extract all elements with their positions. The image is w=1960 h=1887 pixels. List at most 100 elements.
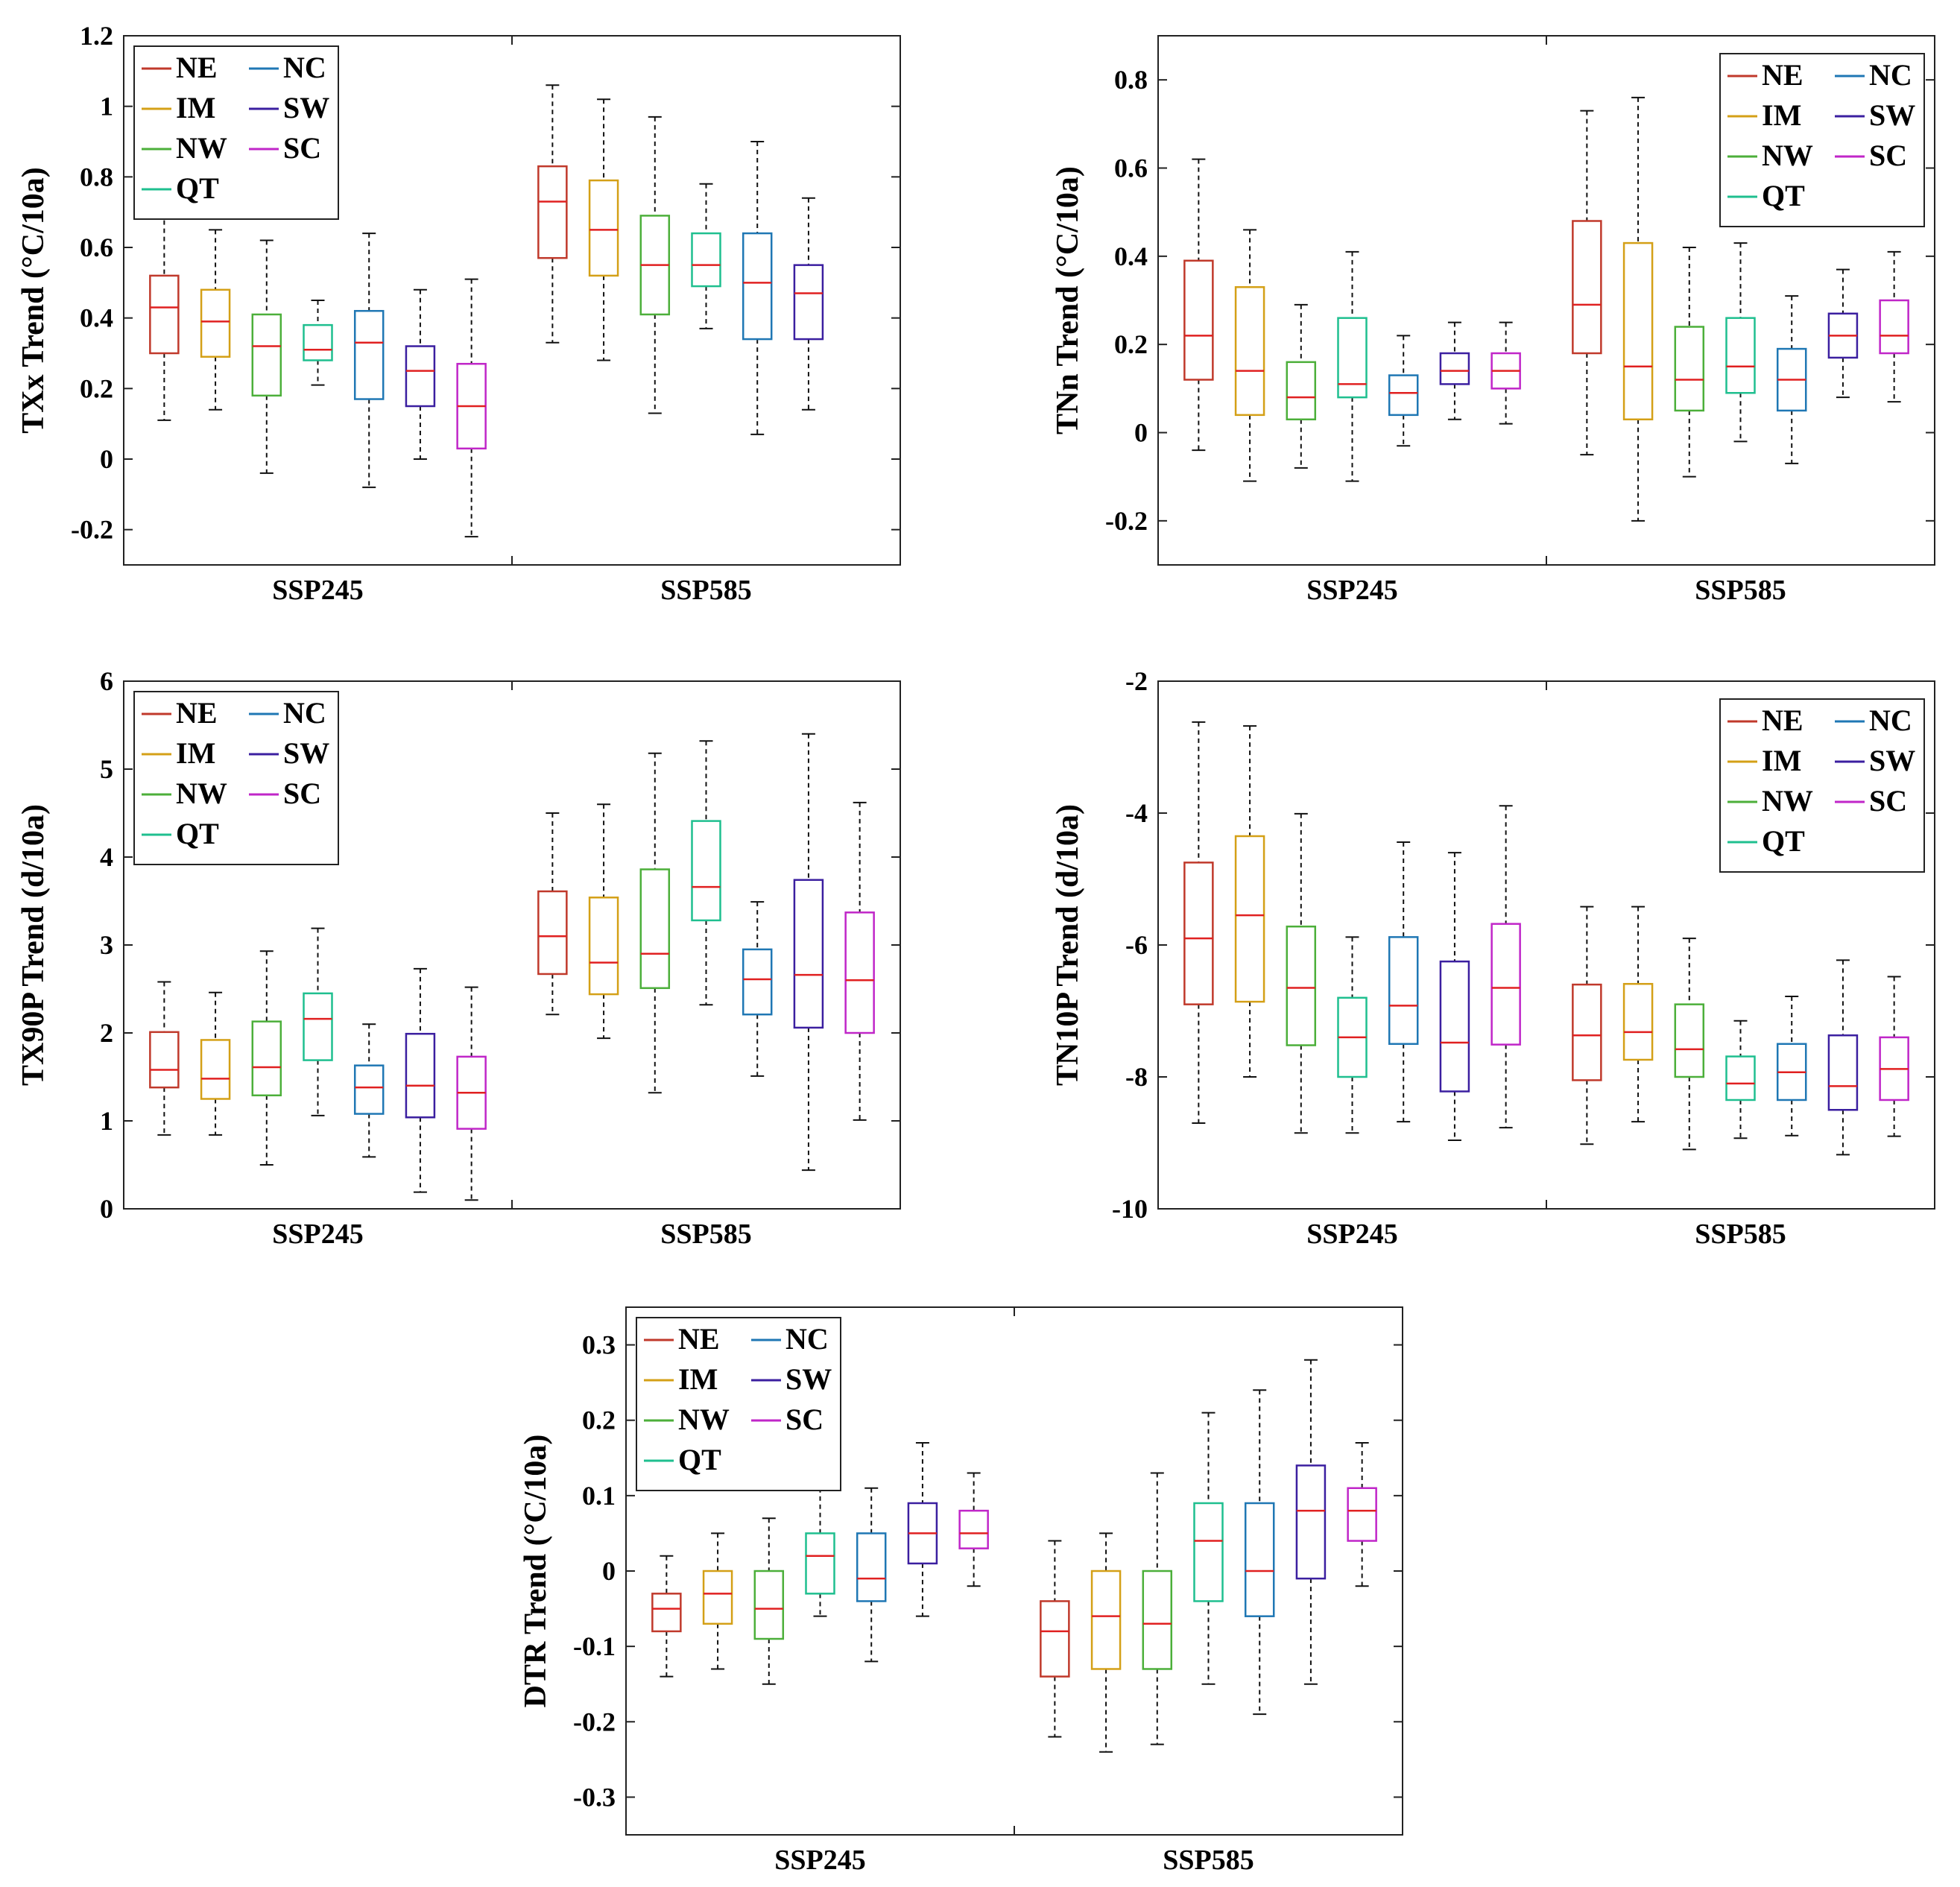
box-sc [844, 801, 875, 1121]
legend-label-im: IM [176, 736, 215, 770]
y-tick-label: -0.2 [71, 515, 113, 545]
iqr-box [405, 1032, 436, 1119]
legend: NE NC IM SW NW SC QT [1719, 698, 1925, 873]
iqr-box [303, 992, 333, 1061]
panel-dtr: -0.3 -0.2 -0.1 0 0.1 0.2 0.3 DTR Trend (°C/10a)… [519, 1306, 1403, 1876]
box-nc [1776, 295, 1807, 464]
legend-label-ne: NE [678, 1322, 720, 1356]
box-nw [753, 1517, 785, 1685]
iqr-box [702, 1570, 733, 1625]
box-im [1090, 1532, 1122, 1753]
iqr-box [856, 1532, 887, 1602]
box-ne [537, 84, 568, 344]
iqr-box [639, 868, 671, 990]
iqr-box [793, 264, 824, 341]
legend-label-sc: SC [283, 777, 321, 810]
x-group-label: SSP245 [1306, 575, 1397, 606]
box-sw [793, 733, 824, 1172]
box-sw [1439, 852, 1470, 1141]
box-ne [537, 812, 568, 1016]
box-nw [1674, 938, 1705, 1151]
x-group-label: SSP585 [1163, 1845, 1254, 1876]
legend-label-qt: QT [678, 1443, 721, 1476]
y-tick-label: 0.6 [1114, 154, 1148, 183]
iqr-box [1674, 326, 1705, 412]
y-tick-label: -10 [1112, 1194, 1148, 1224]
box-ne [1572, 905, 1602, 1145]
legend-label-sc: SC [283, 131, 321, 165]
legend-label-ne: NE [176, 51, 218, 84]
y-tick-label: 0.4 [80, 303, 113, 333]
box-sc [1879, 976, 1909, 1137]
iqr-box [149, 274, 180, 355]
legend-label-nc: NC [1869, 58, 1912, 92]
iqr-box [537, 165, 568, 259]
box-sw [1439, 321, 1470, 420]
iqr-box [1622, 241, 1654, 421]
legend-label-ne: NE [1762, 58, 1803, 92]
box-qt [303, 927, 333, 1116]
iqr-box [742, 948, 773, 1016]
y-tick-label: -0.2 [1105, 506, 1148, 536]
box-qt [805, 1487, 835, 1617]
y-tick-label: 5 [100, 754, 113, 784]
iqr-box [1879, 299, 1909, 355]
y-tick-label: 0 [100, 1194, 113, 1224]
box-nc [353, 233, 385, 488]
y-tick-label: -2 [1125, 666, 1148, 696]
box-im [1234, 229, 1265, 482]
iqr-box [1234, 286, 1265, 417]
legend-label-nw: NW [176, 777, 227, 810]
panel-tn10p: -10 -8 -6 -4 -2 TN10P Trend (d/10a) SSP245 SSP5… [1051, 666, 1935, 1250]
iqr-box [1040, 1600, 1070, 1678]
x-group-label: SSP245 [1306, 1219, 1397, 1250]
box-sw [1827, 268, 1859, 399]
x-group-label: SSP585 [660, 1219, 751, 1250]
box-im [200, 229, 231, 411]
iqr-box [1827, 1034, 1859, 1111]
x-group-label: SSP585 [1695, 575, 1786, 606]
box-im [1234, 725, 1265, 1078]
iqr-box [753, 1570, 785, 1640]
iqr-box [1295, 1464, 1327, 1580]
x-group-label: SSP245 [272, 1219, 363, 1250]
y-tick-label: 0.1 [582, 1481, 616, 1511]
box-ne [1183, 721, 1214, 1124]
iqr-box [691, 232, 721, 288]
box-nc [1244, 1389, 1275, 1716]
box-ne [651, 1555, 682, 1678]
legend-label-sw: SW [1869, 744, 1915, 777]
iqr-box [1090, 1570, 1122, 1670]
iqr-box [200, 1039, 231, 1100]
box-ne [149, 211, 180, 421]
iqr-box [1142, 1570, 1173, 1670]
box-nc [1776, 996, 1807, 1137]
box-sc [958, 1472, 989, 1587]
iqr-box [1439, 352, 1470, 385]
box-im [588, 803, 619, 1040]
x-group-label: SSP585 [1695, 1219, 1786, 1250]
iqr-box [1572, 983, 1602, 1081]
iqr-box [251, 1020, 282, 1097]
y-tick-label: 1.2 [80, 21, 113, 51]
iqr-box [742, 232, 773, 341]
box-nw [251, 239, 282, 474]
y-tick-label: 0 [100, 444, 113, 474]
iqr-box [1572, 220, 1602, 355]
x-group-label: SSP245 [272, 575, 363, 606]
iqr-box [1183, 259, 1214, 381]
box-nw [1286, 303, 1317, 469]
legend-label-nw: NW [1762, 784, 1813, 818]
panel-tx90p: 0 1 2 3 4 5 6 TX90P Trend (d/10a) SSP245 SSP585 NE… [16, 666, 901, 1250]
box-sc [456, 986, 487, 1201]
legend-label-qt: QT [1762, 179, 1805, 212]
box-sc [1879, 250, 1909, 403]
iqr-box [353, 309, 385, 400]
box-nw [1286, 812, 1317, 1134]
legend-label-nw: NW [176, 131, 227, 165]
box-sc [1490, 321, 1521, 425]
box-sw [405, 967, 436, 1193]
y-tick-label: 1 [100, 92, 113, 121]
legend-label-qt: QT [176, 171, 219, 205]
